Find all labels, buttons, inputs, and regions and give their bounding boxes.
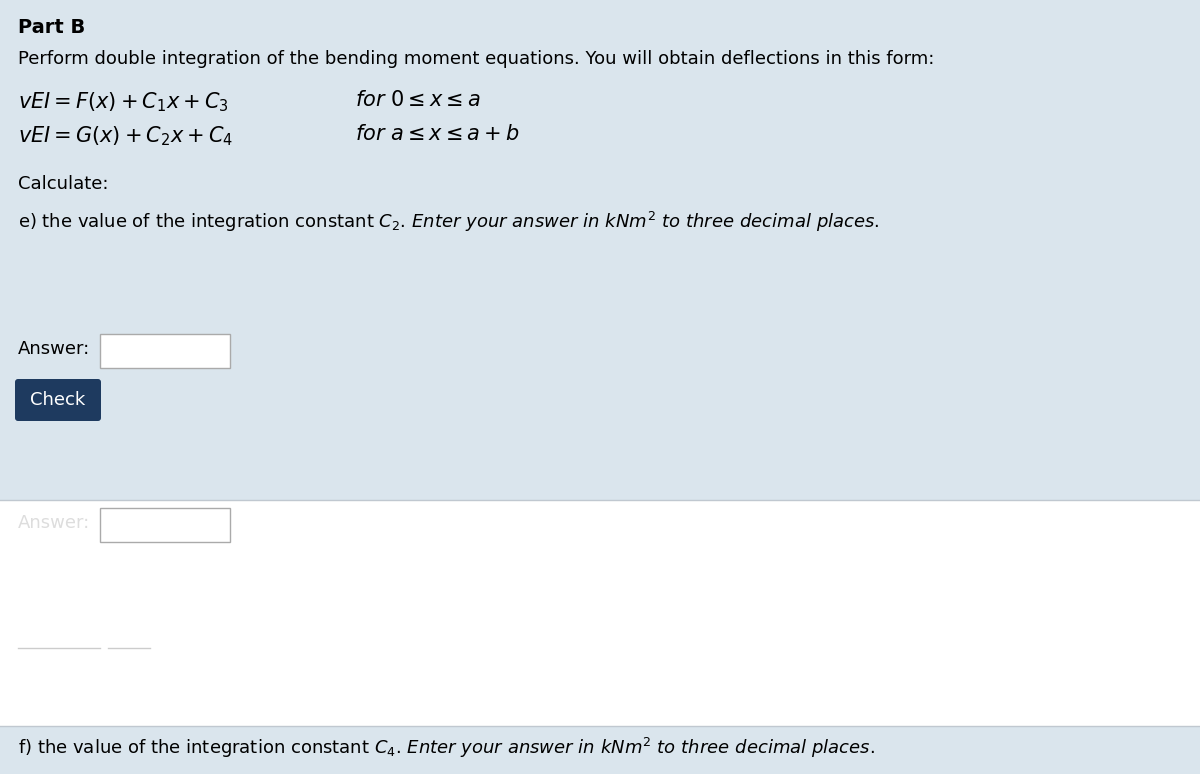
Text: Perform double integration of the bending moment equations. You will obtain defl: Perform double integration of the bendin… (18, 50, 935, 68)
Text: Calculate:: Calculate: (18, 175, 108, 193)
Text: Answer:: Answer: (18, 514, 90, 532)
Text: Part B: Part B (18, 18, 85, 37)
Text: $vEI = G(x) + C_2x + C_4$: $vEI = G(x) + C_2x + C_4$ (18, 124, 233, 148)
Text: e) the value of the integration constant $C_2$. $\mathit{Enter\ your\ answer\ in: e) the value of the integration constant… (18, 210, 880, 234)
Bar (100, 508, 230, 542)
Text: $vEI = F(x) + C_1x + C_3$: $vEI = F(x) + C_1x + C_3$ (18, 90, 229, 114)
Bar (0, 500, 1200, 726)
Bar (0, 726, 1200, 774)
FancyBboxPatch shape (14, 379, 101, 421)
Text: Check: Check (30, 391, 85, 409)
Text: Answer:: Answer: (18, 340, 90, 358)
Text: $\mathit{for}\ a \leq x \leq a+b$: $\mathit{for}\ a \leq x \leq a+b$ (355, 124, 520, 144)
Text: $\mathit{for}\ 0 \leq x \leq a$: $\mathit{for}\ 0 \leq x \leq a$ (355, 90, 481, 110)
Text: f) the value of the integration constant $C_4$. $\mathit{Enter\ your\ answer\ in: f) the value of the integration constant… (18, 736, 875, 760)
Bar (100, 334, 230, 368)
